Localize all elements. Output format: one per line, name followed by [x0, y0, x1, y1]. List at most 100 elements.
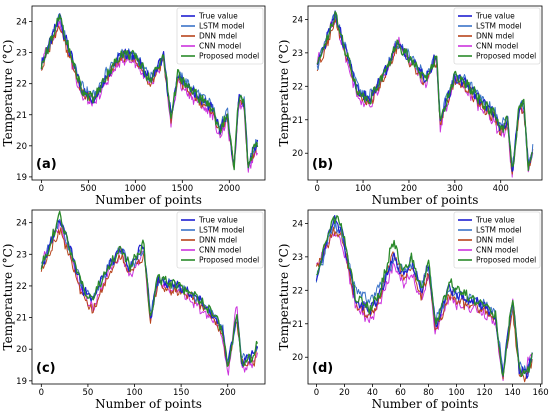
y-tick-label: 22: [16, 80, 27, 90]
x-axis-label: Number of points: [372, 193, 479, 207]
x-tick-label: 150: [173, 388, 189, 398]
y-tick-label: 24: [16, 219, 27, 229]
panel-label: (d): [312, 361, 333, 376]
y-tick-label: 20: [292, 149, 303, 159]
x-tick-label: 40: [367, 388, 378, 398]
y-tick-label: 20: [292, 353, 303, 363]
series-line-proposed: [316, 215, 533, 378]
series-group: [40, 210, 259, 376]
series-line-proposed: [316, 11, 533, 172]
legend-frame: [176, 211, 264, 269]
panel-label: (c): [36, 361, 56, 376]
plot-frame: [307, 5, 543, 181]
legend-label-true_value: True value: [475, 12, 515, 21]
panel-label: (b): [312, 157, 333, 172]
legend-label-cnn: CNN model: [476, 42, 518, 51]
chart-panel-3: 0 50 100 150 200 19 20 21 22 23 24 Number of points…: [1, 209, 266, 411]
y-tick-label: 23: [16, 49, 27, 59]
x-tick-label: 100: [448, 388, 464, 398]
legend-label-dnn: DNN mdel: [476, 32, 514, 41]
legend-label-lstm: LSTM model: [199, 226, 245, 235]
x-tick-label: 160: [532, 388, 548, 398]
series-group: [316, 10, 534, 178]
legend-frame: [453, 7, 541, 65]
x-tick-label: 0: [39, 388, 44, 398]
x-axis-label: Number of points: [372, 397, 479, 411]
x-tick-label: 80: [423, 388, 434, 398]
series-line-proposed: [40, 210, 259, 367]
legend-label-true_value: True value: [198, 216, 238, 225]
legend-frame: [453, 211, 541, 269]
chart-panel-2: 0 100 200 300 400 20 21 22 23 24 Number of points T…: [277, 5, 543, 207]
x-tick-label: 2000: [218, 184, 240, 194]
legend-label-proposed: Proposed model: [199, 256, 259, 265]
y-tick-label: 21: [292, 320, 303, 330]
y-tick-label: 24: [16, 18, 27, 28]
x-tick-label: 200: [401, 184, 417, 194]
series-line-true_value: [316, 10, 533, 172]
y-tick-label: 20: [16, 142, 27, 152]
legend-label-proposed: Proposed model: [476, 256, 536, 265]
legend-label-dnn: DNN mdel: [199, 32, 237, 41]
x-tick-label: 0: [314, 184, 319, 194]
y-tick-label: 22: [292, 82, 303, 92]
x-tick-label: 20: [339, 388, 350, 398]
panel-label: (a): [36, 157, 57, 172]
x-tick-label: 1500: [172, 184, 194, 194]
x-tick-label: 0: [39, 184, 44, 194]
legend-label-proposed: Proposed model: [199, 52, 259, 61]
series-line-proposed: [40, 13, 259, 171]
y-axis-label: Temperature (°C): [277, 244, 291, 351]
series-line-dnn: [40, 227, 258, 367]
legend-label-cnn: CNN model: [476, 246, 518, 255]
plot-frame: [307, 209, 543, 385]
x-tick-label: 120: [476, 388, 492, 398]
legend-label-dnn: DNN mdel: [199, 236, 237, 245]
x-tick-label: 140: [504, 388, 520, 398]
y-tick-label: 20: [16, 345, 27, 355]
legend-label-cnn: CNN model: [199, 42, 241, 51]
y-tick-label: 22: [292, 286, 303, 296]
legend-label-true_value: True value: [198, 12, 238, 21]
x-tick-label: 60: [395, 388, 406, 398]
legend-frame: [176, 7, 264, 65]
x-axis-label: Number of points: [95, 397, 202, 411]
x-tick-label: 1000: [125, 184, 147, 194]
chart-panel-4: 0 20 40 60 80 100 120 140 160 20 21 22 23 24 Number of…: [277, 209, 549, 411]
x-axis-label: Number of points: [95, 193, 202, 207]
legend-label-proposed: Proposed model: [476, 52, 536, 61]
x-tick-label: 400: [493, 184, 509, 194]
legend-label-true_value: True value: [475, 216, 515, 225]
x-tick-label: 0: [314, 388, 319, 398]
y-axis-label: Temperature (°C): [277, 40, 291, 147]
plot-frame: [31, 5, 266, 181]
y-tick-label: 23: [292, 49, 303, 59]
y-axis-label: Temperature (°C): [1, 40, 15, 147]
y-tick-label: 21: [16, 111, 27, 121]
x-tick-label: 200: [220, 388, 236, 398]
x-tick-label: 50: [83, 388, 94, 398]
y-tick-label: 19: [16, 173, 27, 183]
y-tick-label: 21: [16, 314, 27, 324]
series-group: [315, 215, 533, 383]
y-tick-label: 21: [292, 116, 303, 126]
x-tick-label: 100: [126, 388, 142, 398]
x-tick-label: 500: [80, 184, 96, 194]
plot-frame: [31, 209, 266, 385]
y-tick-label: 24: [292, 219, 303, 229]
y-tick-label: 19: [16, 377, 27, 387]
legend-label-dnn: DNN mdel: [476, 236, 514, 245]
y-tick-label: 23: [16, 250, 27, 260]
x-tick-label: 300: [447, 184, 463, 194]
series-group: [40, 13, 259, 173]
y-tick-label: 24: [292, 15, 303, 25]
chart-panel-1: 0 500 1000 1500 2000 19 20 21 22 23 24 Number of po…: [1, 5, 266, 207]
x-tick-label: 100: [355, 184, 371, 194]
legend-label-lstm: LSTM model: [476, 22, 522, 31]
y-axis-label: Temperature (°C): [1, 244, 15, 351]
legend-label-lstm: LSTM model: [199, 22, 245, 31]
